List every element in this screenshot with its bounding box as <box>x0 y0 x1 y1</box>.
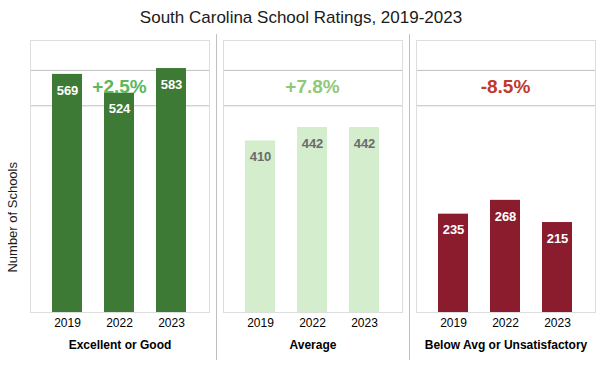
svg-text:2023: 2023 <box>158 316 185 330</box>
svg-text:2022: 2022 <box>299 316 326 330</box>
html-text:Number of Schools: Number of Schools <box>4 161 20 273</box>
svg-text:583: 583 <box>161 77 183 92</box>
svg-text:235: 235 <box>443 222 465 237</box>
svg-text:442: 442 <box>354 136 376 151</box>
svg-text:Average: Average <box>290 338 337 352</box>
svg-text:-8.5%: -8.5% <box>481 76 531 97</box>
svg-text:215: 215 <box>547 231 569 246</box>
svg-text:2023: 2023 <box>351 316 378 330</box>
svg-text:Below Avg or Unsatisfactory: Below Avg or Unsatisfactory <box>425 338 588 352</box>
svg-text:2019: 2019 <box>54 316 81 330</box>
svg-text:2022: 2022 <box>492 316 519 330</box>
svg-text:+2.5%: +2.5% <box>92 76 147 97</box>
svg-text:2019: 2019 <box>440 316 467 330</box>
svg-text:569: 569 <box>57 83 79 98</box>
svg-text:442: 442 <box>302 136 324 151</box>
svg-text:Excellent or Good: Excellent or Good <box>69 338 172 352</box>
html-text:South Carolina School Ratings,: South Carolina School Ratings, 2019-2023 <box>139 8 463 27</box>
svg-text:2023: 2023 <box>544 316 571 330</box>
svg-text:2019: 2019 <box>247 316 274 330</box>
svg-text:+7.8%: +7.8% <box>285 76 340 97</box>
svg-text:268: 268 <box>495 209 517 224</box>
svg-text:410: 410 <box>250 149 272 164</box>
svg-text:2022: 2022 <box>106 316 133 330</box>
svg-text:524: 524 <box>109 101 131 116</box>
